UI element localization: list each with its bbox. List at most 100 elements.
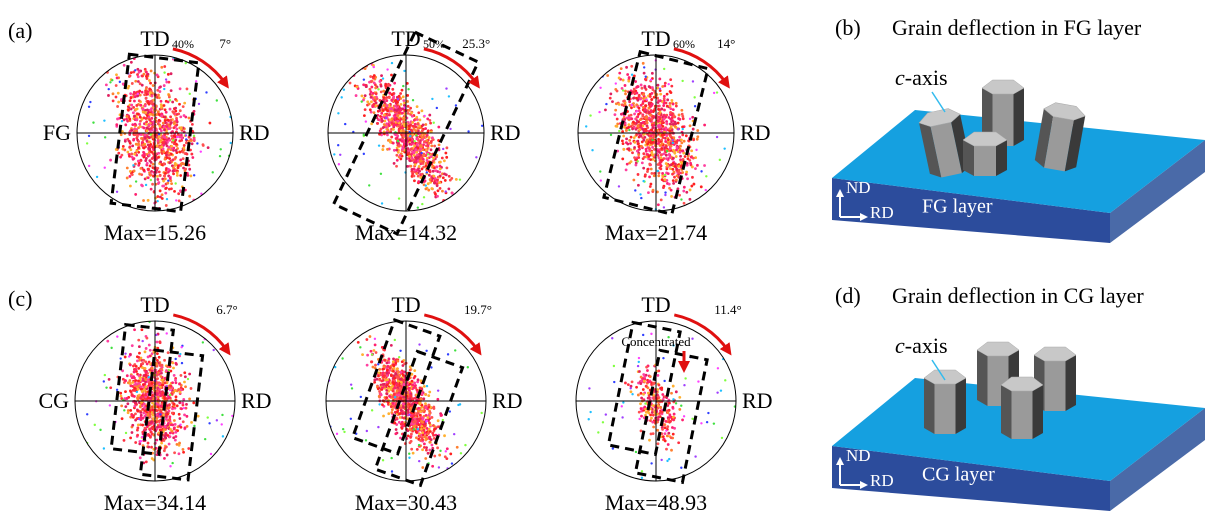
pole-point [640, 429, 643, 432]
pole-point [433, 428, 436, 431]
pole-point [105, 83, 108, 86]
pole-point [134, 379, 137, 382]
pole-point [418, 343, 420, 345]
pole-point [668, 413, 671, 416]
pole-point [630, 117, 633, 120]
pole-point [130, 152, 133, 155]
pole-point [651, 86, 654, 89]
pole-point [415, 172, 418, 175]
pole-point [151, 457, 154, 460]
pole-point [420, 428, 423, 431]
pole-point [373, 74, 376, 77]
pole-point [182, 398, 185, 401]
pole-point [685, 191, 688, 194]
pole-point [430, 148, 433, 151]
pole-point [648, 102, 651, 105]
pole-point [446, 447, 449, 450]
pole-point [178, 199, 181, 202]
pole-point [410, 111, 413, 114]
pole-point [683, 202, 686, 205]
pole-point [421, 136, 424, 139]
pole-point [401, 112, 404, 115]
pole-point [183, 371, 186, 374]
pole-point [659, 168, 662, 171]
pole-point [163, 449, 166, 452]
pole-point [338, 163, 340, 165]
pole-point [116, 105, 119, 108]
pole-point [637, 173, 640, 176]
pole-point [663, 109, 666, 112]
pole-point [660, 154, 663, 157]
pole-point [147, 446, 150, 449]
pole-point [183, 413, 186, 416]
pole-point [189, 93, 191, 95]
pole-point [138, 374, 141, 377]
pole-point [449, 452, 452, 455]
pole-point [635, 133, 638, 136]
pole-point [616, 123, 619, 126]
pole-point [696, 164, 699, 167]
pole-point [438, 144, 441, 147]
pole-point [141, 154, 144, 157]
pole-point [163, 84, 166, 87]
pole-point [165, 111, 168, 114]
pole-point [183, 114, 186, 117]
pole-point [467, 130, 469, 132]
pole-point [642, 93, 645, 96]
pole-point [174, 182, 176, 184]
pole-point [116, 118, 119, 121]
pole-point [723, 147, 725, 149]
pole-point [436, 179, 439, 182]
pole-point [136, 391, 138, 393]
pole-point [163, 129, 166, 132]
pole-point [413, 382, 416, 385]
pole-point [147, 442, 150, 445]
pole-point [143, 116, 146, 119]
pole-point [475, 156, 477, 158]
top-label: TD [140, 26, 169, 51]
pole-point [395, 373, 398, 376]
pole-point [407, 147, 410, 150]
pole-point [138, 123, 141, 126]
pole-point [137, 160, 140, 163]
pole-point [170, 187, 173, 190]
pole-point [349, 82, 352, 85]
pole-point [336, 433, 338, 435]
pole-point [216, 419, 218, 421]
pole-point [180, 346, 182, 348]
pole-point [441, 157, 444, 160]
pole-point [162, 150, 165, 153]
pole-point [644, 173, 647, 176]
pole-point [481, 125, 483, 127]
pole-point [126, 177, 129, 180]
pole-point [155, 409, 158, 412]
pole-point [131, 431, 134, 434]
pole-point [417, 111, 420, 114]
pole-point [423, 385, 426, 388]
pole-point [370, 350, 373, 353]
pole-point [142, 359, 145, 362]
pole-point [379, 393, 382, 396]
pole-point [164, 192, 167, 195]
side-label: FG [43, 120, 71, 145]
pole-point [382, 145, 385, 148]
pole-point [591, 149, 593, 151]
pole-point [620, 113, 623, 116]
pole-point [109, 386, 112, 389]
right-label: RD [239, 120, 270, 145]
pole-point [409, 394, 412, 397]
pole-point [659, 117, 662, 120]
pole-point [140, 133, 143, 136]
pole-point [145, 157, 148, 160]
pole-point [621, 157, 624, 160]
pole-point [163, 126, 166, 129]
scatter [86, 321, 234, 468]
pole-point [127, 87, 130, 90]
pole-point [117, 101, 120, 104]
pole-point [120, 395, 123, 398]
pole-point [672, 182, 675, 185]
pole-point [141, 84, 144, 87]
pole-point [635, 386, 638, 389]
pole-point [371, 105, 374, 108]
pole-point [448, 95, 450, 97]
